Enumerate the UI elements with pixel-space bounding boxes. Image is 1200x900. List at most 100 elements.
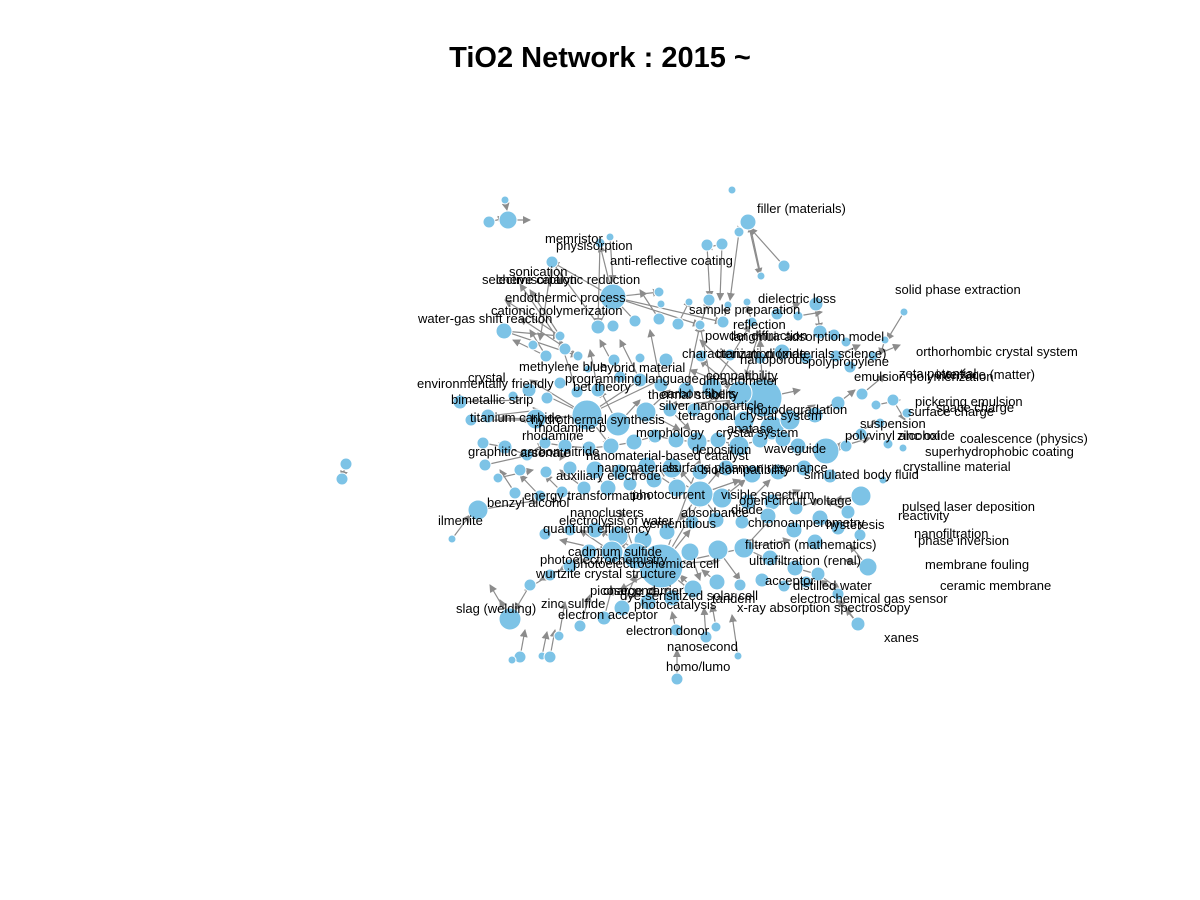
node	[580, 543, 598, 561]
node	[898, 443, 908, 453]
node	[701, 377, 723, 399]
node-label: crystal system	[716, 425, 798, 440]
edge	[729, 614, 739, 657]
node	[707, 511, 725, 529]
node	[583, 364, 593, 374]
node	[622, 542, 650, 570]
node	[480, 408, 496, 424]
node	[773, 343, 791, 361]
node	[684, 297, 694, 307]
node	[874, 417, 886, 429]
node	[829, 349, 843, 363]
edge	[685, 324, 703, 391]
node	[476, 436, 490, 450]
node	[811, 509, 829, 527]
node-label: diode	[731, 502, 763, 517]
node	[882, 438, 894, 450]
edge	[558, 601, 568, 637]
node	[639, 593, 657, 611]
node-label: space charge	[936, 400, 1014, 415]
node-label: silver nanoparticle	[659, 398, 764, 413]
node	[727, 185, 737, 195]
node	[799, 575, 813, 589]
node	[605, 411, 631, 437]
node-label: filler (materials)	[757, 201, 846, 216]
node	[607, 353, 621, 367]
node	[840, 336, 852, 348]
chart-title: TiO2 Network : 2015 ~	[449, 42, 751, 74]
node-label: nanoporous	[740, 352, 809, 367]
edge	[749, 227, 785, 267]
node-label: methylene blue	[519, 359, 607, 374]
node-label: memristor	[545, 231, 603, 246]
node	[635, 401, 657, 423]
node	[901, 407, 913, 419]
node	[785, 521, 803, 539]
node-label: ilmenite	[438, 513, 483, 528]
node	[754, 572, 770, 588]
node	[599, 479, 617, 497]
node	[708, 573, 726, 591]
edge	[608, 236, 617, 283]
node	[742, 464, 762, 484]
node-label: cementitious	[643, 516, 716, 531]
node-label: ultrafiltration (renal)	[749, 553, 861, 568]
node	[335, 472, 349, 486]
node	[683, 579, 703, 599]
node	[628, 314, 642, 328]
node	[702, 293, 716, 307]
node-label: sonication	[509, 264, 568, 279]
node-label: programming language	[565, 371, 699, 386]
node-label: orthorhombic crystal system	[916, 344, 1078, 359]
node	[508, 486, 522, 500]
node	[590, 382, 606, 398]
node	[562, 460, 578, 476]
node	[540, 391, 554, 405]
node-label: electron acceptor	[558, 607, 658, 622]
node-label: compatibility	[706, 368, 778, 383]
node	[723, 300, 733, 310]
node	[467, 499, 489, 521]
node	[658, 352, 674, 368]
node	[867, 350, 879, 362]
node	[520, 448, 534, 462]
node-label: wurtzite crystal structure	[535, 566, 676, 581]
node-label: visible spectrum	[721, 487, 814, 502]
node	[779, 409, 801, 431]
node	[723, 348, 737, 362]
node	[572, 350, 584, 362]
node	[812, 324, 828, 340]
node	[733, 651, 743, 661]
node	[839, 439, 853, 453]
node-label: tandem	[712, 591, 755, 606]
node	[770, 307, 784, 321]
node	[753, 351, 767, 365]
node	[789, 437, 807, 455]
node	[710, 621, 722, 633]
edge	[451, 514, 471, 540]
node-label: filtration (mathematics)	[745, 537, 876, 552]
edge	[726, 231, 740, 301]
node	[570, 385, 584, 399]
node	[812, 437, 840, 465]
node	[500, 195, 510, 205]
node	[625, 433, 643, 451]
node	[774, 430, 792, 448]
edge	[612, 296, 701, 327]
node	[527, 339, 539, 351]
node-label: distilled water	[793, 578, 872, 593]
node	[739, 213, 757, 231]
node-label: membrane fouling	[925, 557, 1029, 572]
node-label: morphology	[636, 425, 704, 440]
node	[478, 458, 492, 472]
node	[586, 521, 604, 539]
node	[677, 381, 695, 399]
edge	[747, 224, 762, 277]
node	[667, 431, 685, 449]
node	[777, 259, 791, 273]
node	[662, 402, 678, 418]
node-label: absorbance	[681, 505, 749, 520]
node	[806, 533, 824, 551]
node-label: cationic polymerization	[491, 303, 623, 318]
node	[594, 237, 606, 249]
